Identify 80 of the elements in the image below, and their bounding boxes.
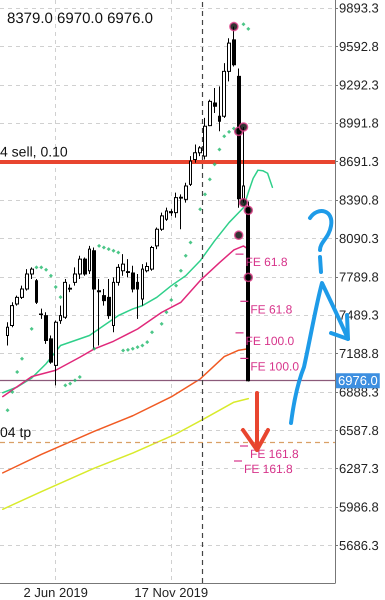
y-tick-label: 8691.3 <box>339 154 379 170</box>
ref-line-label: 4 sell, 0.10 <box>0 144 68 160</box>
point <box>229 22 239 32</box>
point <box>169 298 174 302</box>
point <box>150 330 154 334</box>
point <box>238 122 248 132</box>
point <box>208 177 212 182</box>
candlestick <box>6 322 9 346</box>
point <box>72 378 77 382</box>
point <box>116 250 120 254</box>
point <box>244 272 254 282</box>
point <box>30 326 34 331</box>
point <box>140 343 144 348</box>
y-tick-label: 8090.3 <box>339 230 379 246</box>
point <box>174 284 178 288</box>
point <box>184 254 188 258</box>
point <box>246 26 250 31</box>
point <box>58 295 63 300</box>
y-tick-label: 5986.8 <box>339 500 379 515</box>
point <box>102 245 106 250</box>
point <box>68 382 72 386</box>
y-tick-label: 8390.8 <box>339 192 379 208</box>
point <box>97 244 102 248</box>
point <box>121 348 126 352</box>
point <box>160 322 164 326</box>
point <box>227 130 232 134</box>
point <box>130 346 135 351</box>
point <box>34 265 38 270</box>
point <box>202 192 207 196</box>
point <box>242 22 246 26</box>
point <box>126 348 130 352</box>
x-tick-label: 2 Jun 2019 <box>24 585 88 600</box>
x-tick-label: 17 Nov 2019 <box>134 585 208 600</box>
candlestick <box>189 156 192 187</box>
point <box>15 370 20 374</box>
point <box>78 375 82 380</box>
point <box>238 198 248 208</box>
candlestick <box>39 308 43 320</box>
point <box>234 230 244 240</box>
point <box>92 346 96 351</box>
annotation: FE 100.0 <box>250 359 300 374</box>
y-tick-label: 7188.8 <box>339 346 379 362</box>
point <box>39 265 44 270</box>
point <box>20 356 24 361</box>
point <box>112 248 116 253</box>
candlestick <box>92 246 96 350</box>
point <box>54 284 58 289</box>
candlestick <box>35 278 38 304</box>
point <box>212 162 217 166</box>
point <box>244 206 254 216</box>
y-tick-label: 9292.3 <box>339 77 379 92</box>
point <box>164 310 168 314</box>
y-tick-label: 8991.8 <box>339 116 379 131</box>
annotation: FE 61.8 <box>250 302 293 316</box>
y-tick-label: 9893.3 <box>339 0 379 16</box>
candlestick <box>97 278 101 346</box>
text: 8379.0 6970.0 6976.0 <box>7 10 153 27</box>
point <box>188 240 193 244</box>
point <box>10 390 14 394</box>
candlestick <box>10 302 14 328</box>
point <box>217 147 222 152</box>
point <box>6 408 10 412</box>
point <box>198 207 202 212</box>
y-tick-label: 9592.8 <box>339 38 379 54</box>
y-tick-label: 6587.8 <box>339 422 379 438</box>
point <box>44 268 48 272</box>
y-tick-label: 7789.8 <box>339 269 379 284</box>
point <box>48 274 53 278</box>
point <box>222 134 226 138</box>
point <box>63 383 68 388</box>
annotation: FE 161.8 <box>244 462 294 476</box>
y-tick-label: 6287.3 <box>339 461 379 476</box>
point <box>145 340 150 344</box>
annotation: FE 161.8 <box>250 447 300 461</box>
y-tick-label: 5686.3 <box>339 538 379 554</box>
point <box>178 268 183 273</box>
ref-line-label: 04 tp <box>0 424 32 440</box>
point <box>136 345 140 350</box>
ref-line-label: 6976.0 <box>338 373 378 388</box>
point <box>106 247 111 252</box>
